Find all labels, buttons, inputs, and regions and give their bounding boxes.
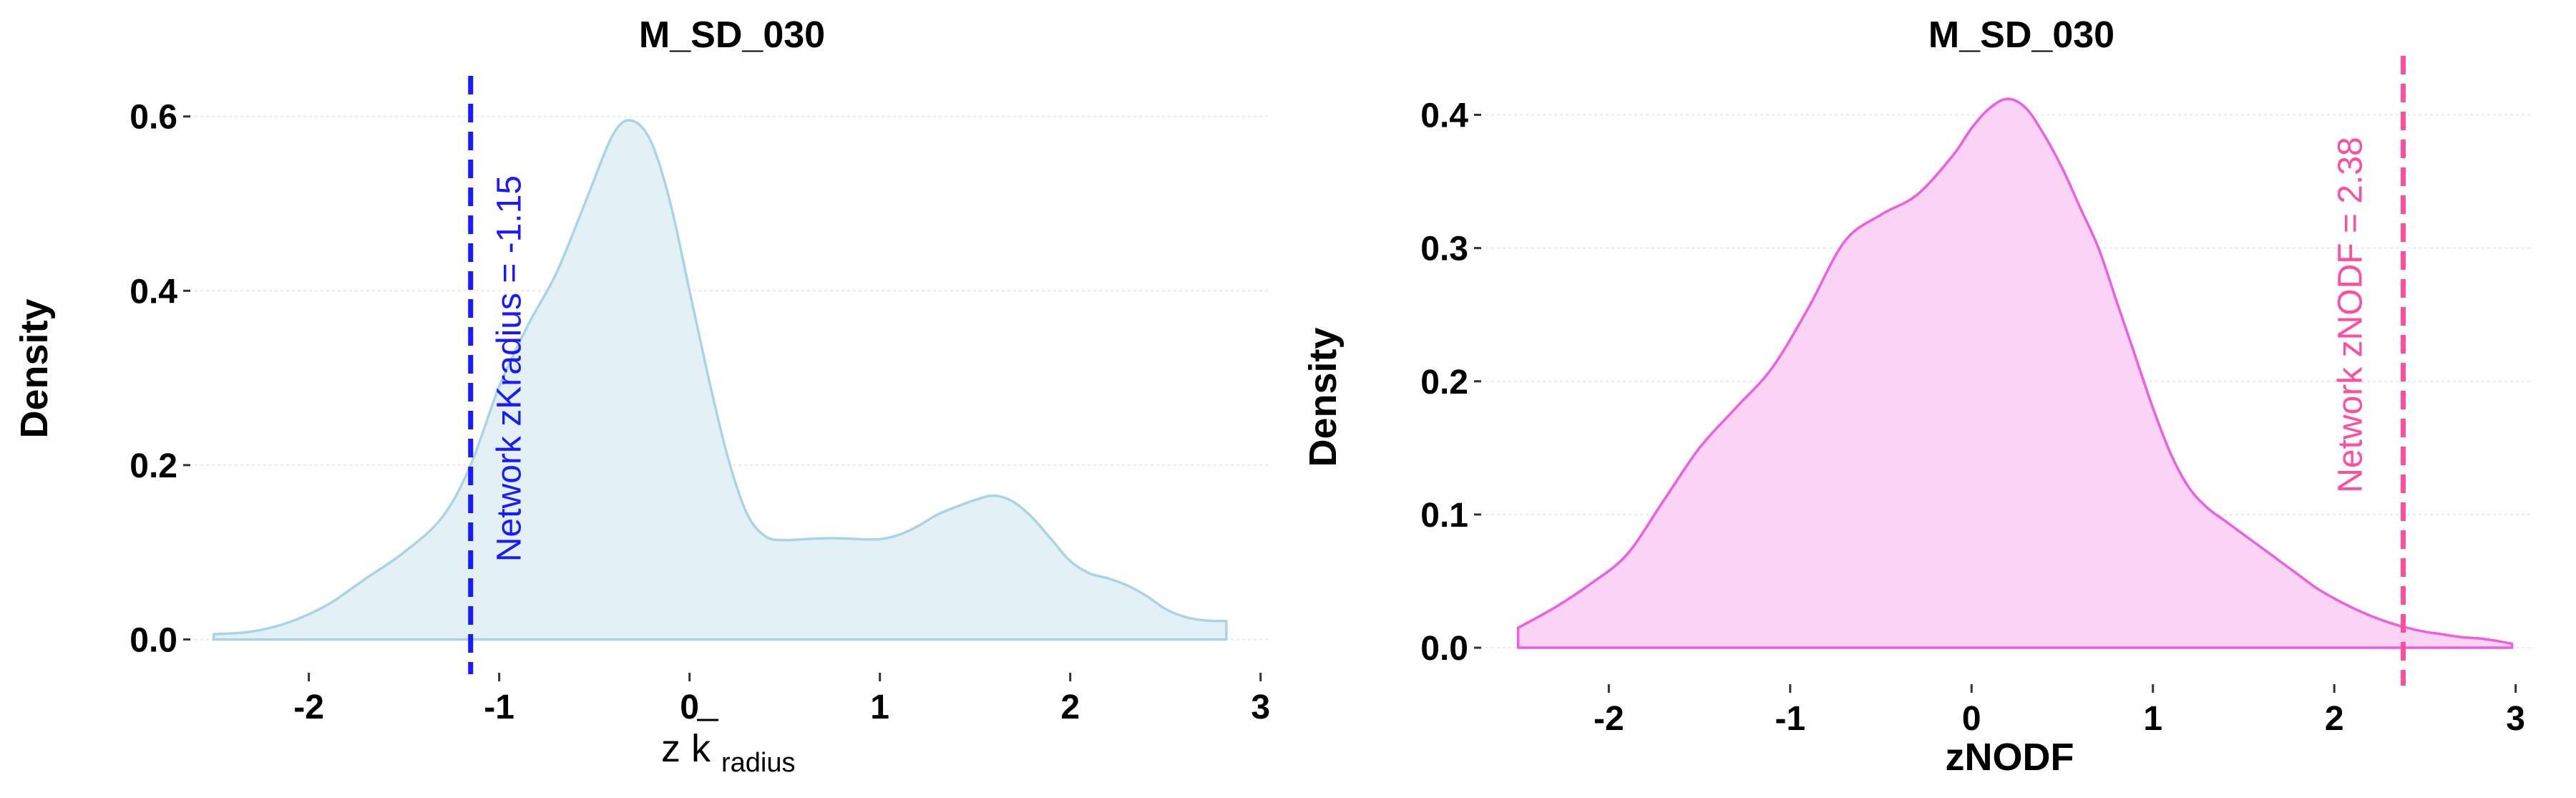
y-tick-label: 0.4 <box>130 273 177 311</box>
right-network-label: Network zNODF = 2.38 <box>2332 137 2370 492</box>
left-density-area <box>213 120 1226 640</box>
x-tick-label: -1 <box>1775 700 1805 738</box>
y-tick-label: 0.0 <box>130 621 177 659</box>
right-y-axis-title: Density <box>1302 327 1345 467</box>
x-tick-label: 0 <box>1962 700 1981 738</box>
left-density-line <box>212 119 1228 641</box>
y-tick-label: 0.2 <box>130 447 177 485</box>
x-tick-label: -2 <box>293 688 324 726</box>
left-y-axis-title: Density <box>13 298 56 438</box>
x-tick-label: 2 <box>1060 688 1080 726</box>
left-chart-title: M_SD_030 <box>639 14 825 56</box>
x-tick-label: 3 <box>1251 688 1270 726</box>
left-x-axis: -2 -1 0 1 2 3 <box>293 673 1270 726</box>
x-tick-label: 2 <box>2325 700 2344 738</box>
y-tick-label: 0.2 <box>1420 364 1468 402</box>
right-density-area <box>1518 99 2512 648</box>
x-tick-label: -1 <box>484 688 514 726</box>
left-x-axis-title-subscript: radius <box>721 748 796 778</box>
right-x-axis: -2 -1 0 1 2 3 <box>1594 684 2525 738</box>
y-tick-label: 0.1 <box>1420 497 1468 535</box>
right-x-axis-title: zNODF <box>1946 736 2074 779</box>
right-panel: Network zNODF = 2.38 -2 -1 0 1 2 3 0.00.10.20… <box>1302 14 2534 779</box>
left-x-axis-title-main: z k <box>661 727 711 770</box>
left-panel: Network zKradius = -1.15 -2 -1 0 1 2 3 0.0 0.2… <box>13 14 1270 778</box>
left-network-label: Network zKradius = -1.15 <box>491 175 529 562</box>
x-tick-label: 0 <box>680 688 699 726</box>
right-density-line <box>1516 97 2514 649</box>
left-x-axis-title: z k radius <box>661 719 796 778</box>
y-tick-label: 0.0 <box>1420 630 1468 668</box>
y-tick-label: 0.6 <box>130 99 177 137</box>
left-y-axis: 0.0 0.2 0.4 0.6 <box>130 99 190 659</box>
y-tick-label: 0.4 <box>1420 97 1468 135</box>
x-tick-label: 3 <box>2506 700 2525 738</box>
x-tick-label: -2 <box>1594 700 1624 738</box>
right-chart-title: M_SD_030 <box>1928 14 2114 56</box>
x-tick-label: 1 <box>2143 700 2162 738</box>
y-tick-label: 0.3 <box>1420 230 1468 268</box>
x-tick-label: 1 <box>870 688 889 726</box>
right-y-axis: 0.0 0.1 0.2 0.3 0.4 <box>1420 97 1481 668</box>
